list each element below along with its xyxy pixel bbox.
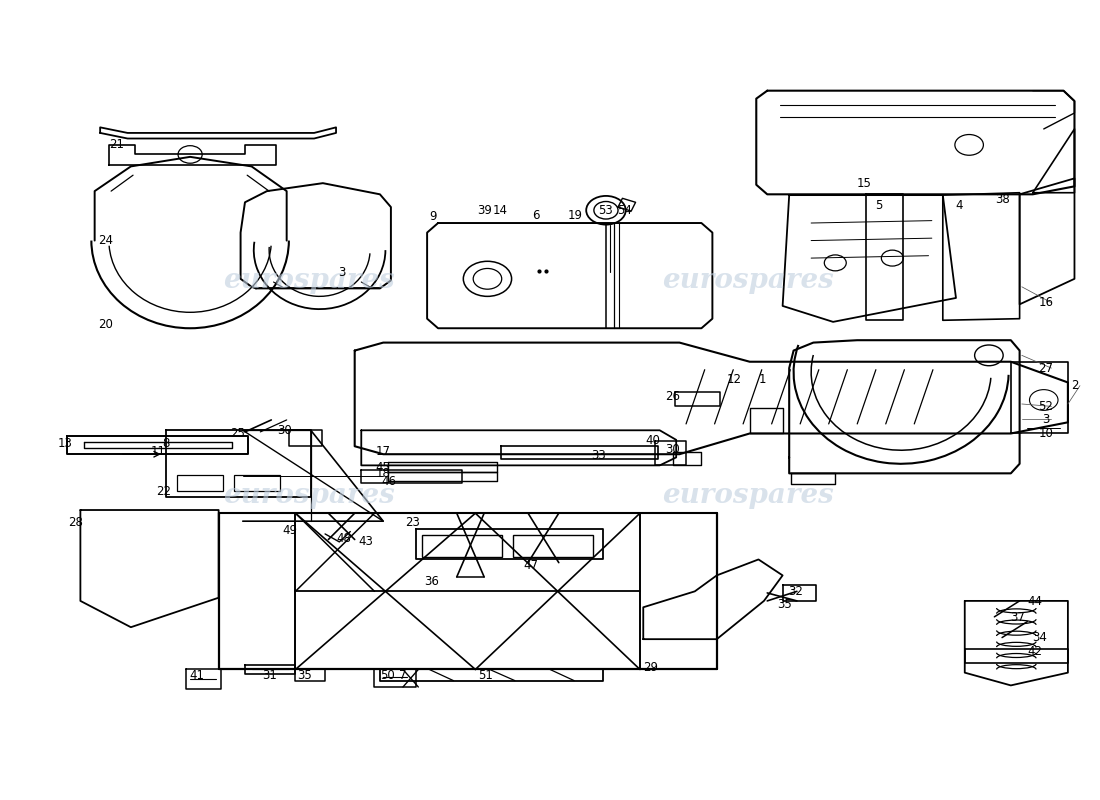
Text: 39: 39 xyxy=(476,204,492,217)
Text: 46: 46 xyxy=(382,475,396,488)
Text: 32: 32 xyxy=(789,585,803,598)
Text: 21: 21 xyxy=(109,138,124,151)
Text: 15: 15 xyxy=(857,177,871,190)
Bar xyxy=(421,534,502,557)
Text: 25: 25 xyxy=(230,427,244,440)
Text: 52: 52 xyxy=(1038,400,1054,413)
Text: 47: 47 xyxy=(524,558,539,571)
Text: 41: 41 xyxy=(189,669,205,682)
Text: 7: 7 xyxy=(399,669,407,682)
Text: 19: 19 xyxy=(568,209,583,222)
Text: 17: 17 xyxy=(376,445,390,458)
Text: 9: 9 xyxy=(429,210,437,223)
Bar xyxy=(177,475,223,491)
Text: 13: 13 xyxy=(57,437,73,450)
Text: 31: 31 xyxy=(262,669,276,682)
Text: 45: 45 xyxy=(376,462,390,474)
Text: 16: 16 xyxy=(1038,296,1054,310)
Text: 26: 26 xyxy=(666,390,681,402)
Text: 35: 35 xyxy=(778,598,792,610)
Text: 36: 36 xyxy=(425,575,439,588)
Text: 20: 20 xyxy=(98,318,113,330)
Text: 48: 48 xyxy=(337,532,351,546)
Text: 3: 3 xyxy=(338,266,345,279)
Text: 54: 54 xyxy=(617,204,632,217)
Text: 1: 1 xyxy=(759,373,767,386)
Text: 34: 34 xyxy=(1032,631,1047,644)
Text: 10: 10 xyxy=(1038,427,1054,440)
Text: eurospares: eurospares xyxy=(661,267,834,294)
Text: 51: 51 xyxy=(477,669,493,682)
Text: 22: 22 xyxy=(156,485,172,498)
Text: 30: 30 xyxy=(666,443,680,456)
Text: 29: 29 xyxy=(644,661,659,674)
Text: 4: 4 xyxy=(956,199,962,212)
Text: 12: 12 xyxy=(727,373,741,386)
Text: 53: 53 xyxy=(598,204,614,217)
Text: 8: 8 xyxy=(163,437,169,450)
Text: 33: 33 xyxy=(591,450,606,462)
Text: 37: 37 xyxy=(1010,611,1025,624)
Text: 6: 6 xyxy=(532,209,539,222)
Text: 18: 18 xyxy=(376,467,390,480)
Text: 30: 30 xyxy=(277,424,292,437)
Text: 5: 5 xyxy=(876,199,883,212)
Bar xyxy=(513,534,593,557)
Text: 35: 35 xyxy=(297,669,311,682)
Text: eurospares: eurospares xyxy=(222,267,395,294)
Text: eurospares: eurospares xyxy=(661,482,834,509)
Text: 43: 43 xyxy=(359,535,373,549)
Text: 28: 28 xyxy=(68,516,84,530)
Text: 24: 24 xyxy=(98,234,113,247)
Text: 11: 11 xyxy=(151,446,166,458)
Text: 40: 40 xyxy=(646,434,661,447)
Text: 23: 23 xyxy=(406,516,420,530)
Text: 14: 14 xyxy=(493,204,508,217)
Text: 38: 38 xyxy=(994,193,1010,206)
Text: 50: 50 xyxy=(381,669,395,682)
Text: 2: 2 xyxy=(1070,379,1078,392)
Text: 42: 42 xyxy=(1027,645,1043,658)
Text: 49: 49 xyxy=(283,524,297,538)
Text: 27: 27 xyxy=(1038,362,1054,374)
Text: eurospares: eurospares xyxy=(222,482,395,509)
Text: 3: 3 xyxy=(1043,413,1049,426)
Text: 44: 44 xyxy=(1027,595,1043,608)
Bar xyxy=(234,475,280,491)
